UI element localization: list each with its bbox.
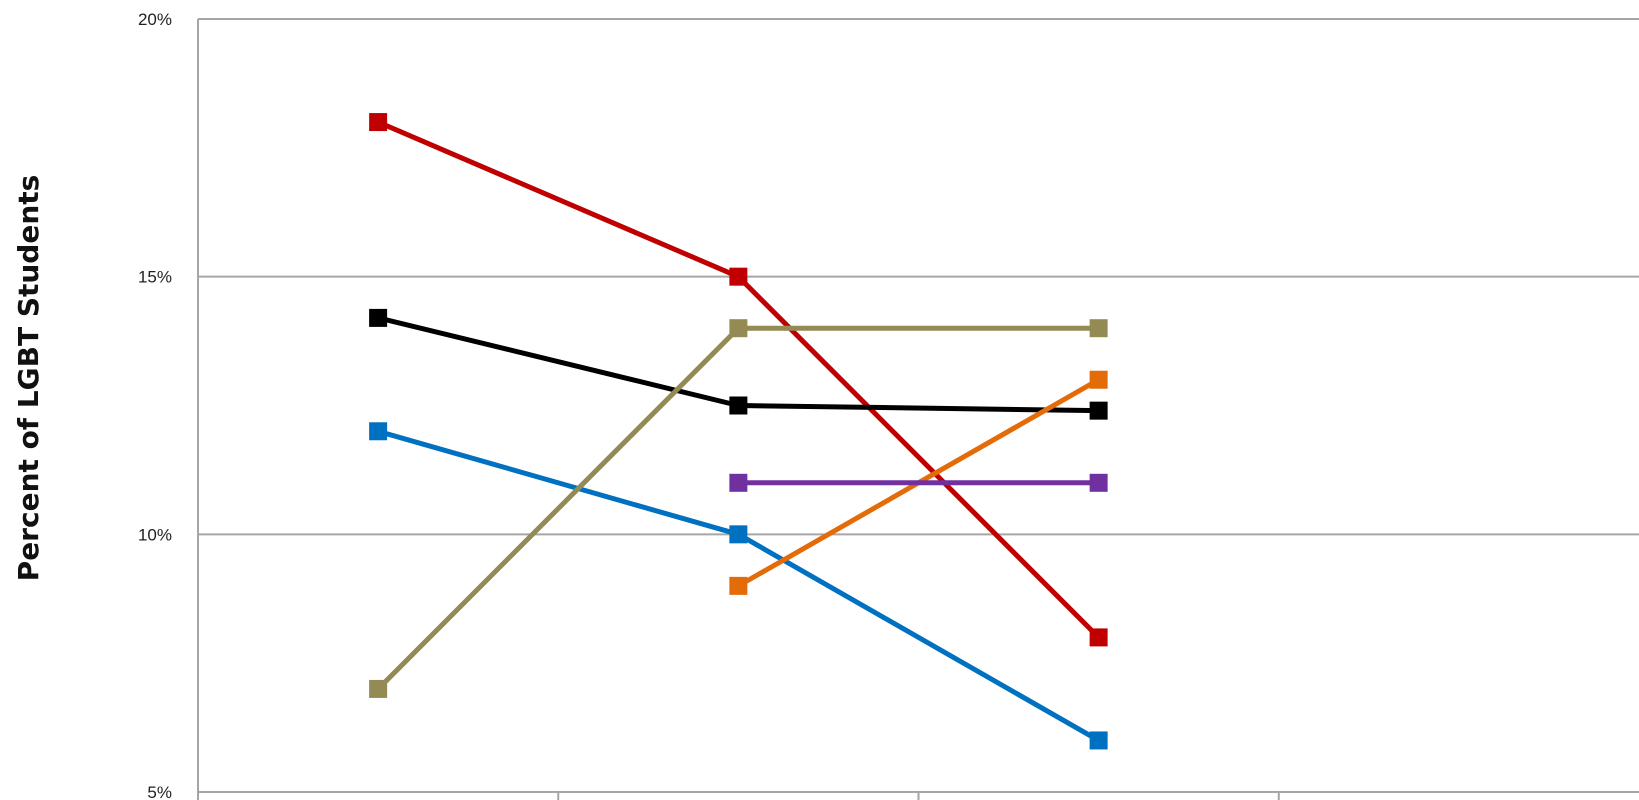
data-point-marker	[369, 679, 388, 698]
data-point-marker	[1089, 731, 1108, 750]
data-point-marker	[369, 113, 388, 132]
data-point-marker	[729, 473, 748, 492]
plot-area	[197, 19, 1280, 800]
y-tick-label: 20%	[138, 10, 172, 29]
y-tick-label: 10%	[138, 525, 172, 544]
series-6	[729, 473, 1108, 492]
data-point-marker	[729, 525, 748, 544]
data-point-marker	[369, 422, 388, 441]
data-point-marker	[729, 267, 748, 286]
series-2	[369, 308, 1108, 420]
series-4	[369, 319, 1108, 698]
series-1	[369, 113, 1108, 647]
y-axis-tick-labels: 20% 15% 10% 5%	[138, 10, 172, 800]
data-point-marker	[1089, 628, 1108, 647]
data-point-marker	[729, 319, 748, 338]
data-point-marker	[1089, 401, 1108, 420]
series-layer	[369, 113, 1108, 750]
series-line	[375, 119, 1102, 640]
data-point-marker	[1089, 370, 1108, 389]
series-line	[375, 325, 1102, 692]
data-point-marker	[1089, 473, 1108, 492]
data-point-marker	[1089, 319, 1108, 338]
y-tick-label: 5%	[147, 783, 172, 800]
y-axis-title: Percent of LGBT Students	[12, 175, 45, 582]
data-point-marker	[369, 308, 388, 327]
data-point-marker	[729, 576, 748, 595]
data-point-marker	[729, 396, 748, 415]
series-3	[369, 422, 1108, 750]
y-tick-label: 15%	[138, 268, 172, 287]
